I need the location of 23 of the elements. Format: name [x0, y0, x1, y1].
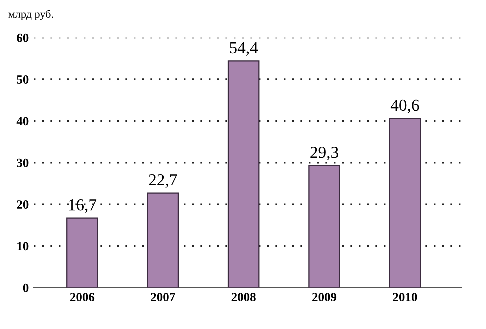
bar	[308, 165, 340, 288]
y-axis-title: млрд руб.	[8, 10, 54, 20]
y-tick-label: 10	[18, 242, 29, 251]
bar	[389, 118, 422, 288]
y-tick-label: 40	[16, 117, 29, 126]
bar	[147, 192, 180, 288]
data-label: 29,3	[310, 147, 338, 161]
data-label: 40,6	[390, 100, 420, 114]
bar	[228, 60, 260, 288]
x-tick-label: 2009	[312, 293, 337, 302]
x-tick-label: 2010	[393, 293, 418, 302]
y-tick-label: 60	[17, 34, 29, 42]
y-tick-label: 30	[17, 158, 29, 168]
y-tick-label: 20	[17, 200, 29, 209]
data-label: 22,7	[149, 174, 178, 188]
data-label: 16,7	[69, 200, 97, 214]
data-label: 54,4	[230, 42, 258, 56]
x-tick-label: 2008	[232, 293, 256, 302]
x-tick-label: 2006	[70, 293, 95, 302]
y-tick-label: 50	[17, 76, 29, 84]
x-tick-label: 2007	[151, 293, 176, 302]
bar	[66, 218, 98, 288]
y-tick-label: 0	[23, 284, 29, 292]
